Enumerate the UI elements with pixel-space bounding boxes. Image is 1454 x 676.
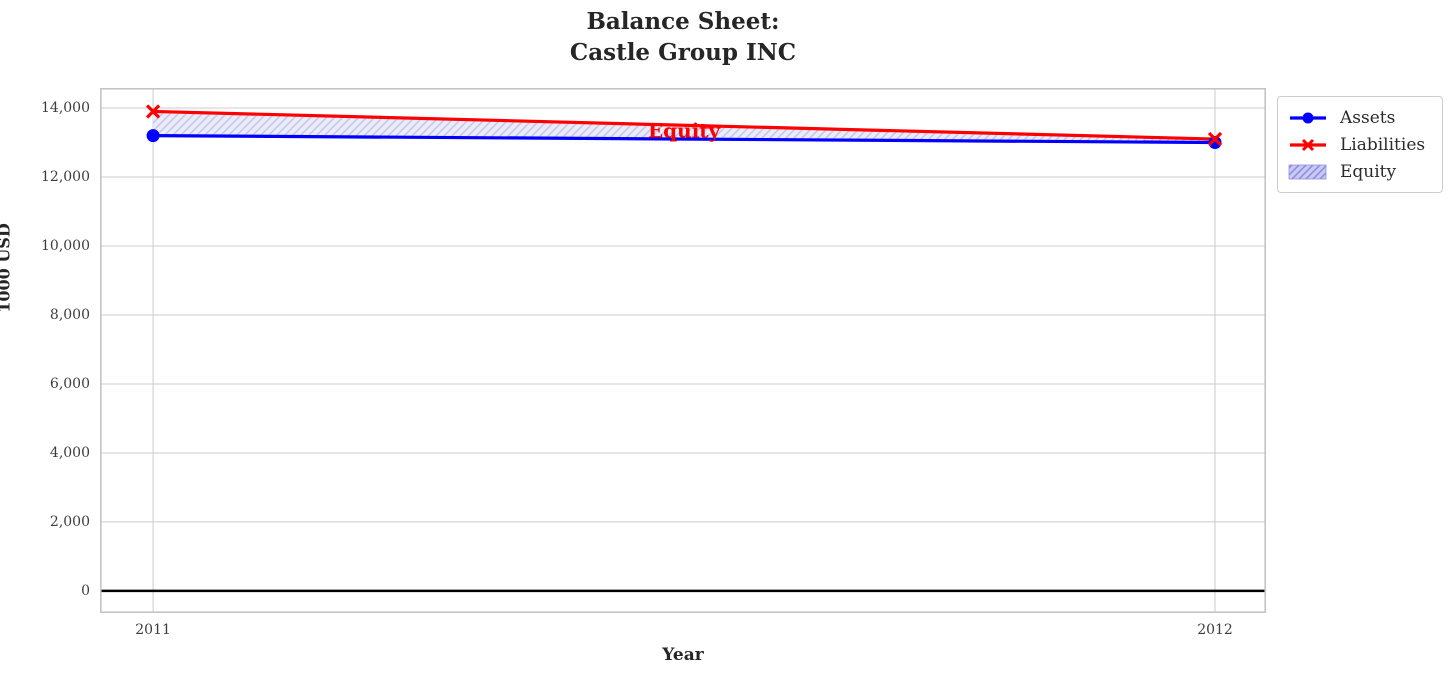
y-tick-label: 0 (81, 582, 90, 599)
legend-item-liabilities: Liabilities (1288, 131, 1432, 158)
y-tick-label: 10,000 (41, 237, 90, 254)
legend: Assets Liabilities Equity (1277, 96, 1443, 193)
liabilities-line (153, 109, 1216, 141)
x-tick-label: 2011 (135, 622, 171, 638)
liabilities-legend-glyph (1290, 138, 1326, 151)
liabilities-marker (1207, 131, 1223, 147)
y-tick-label: 2,000 (49, 513, 90, 530)
legend-label-liabilities: Liabilities (1340, 134, 1426, 155)
legend-label-equity: Equity (1340, 161, 1397, 182)
legend-item-assets: Assets (1288, 104, 1432, 131)
y-tick-label: 8,000 (49, 306, 90, 323)
legend-item-equity: Equity (1288, 158, 1432, 185)
equity-legend-glyph (1288, 164, 1327, 179)
y-tick-label: 12,000 (41, 168, 90, 185)
chart-canvas: Equity (100, 88, 1267, 614)
assets-line-sample (1288, 108, 1328, 128)
assets-marker (146, 129, 160, 143)
liabilities-line-sample (1288, 135, 1328, 155)
chart-title: Balance Sheet: Castle Group INC (100, 6, 1266, 68)
assets-marker (1208, 136, 1222, 150)
legend-label-assets: Assets (1340, 107, 1396, 128)
plot-frame (100, 88, 1267, 614)
y-tick-label: 14,000 (41, 100, 90, 116)
plot-area: Equity (100, 88, 1267, 614)
y-tick-label: 4,000 (49, 444, 90, 461)
equity-patch-sample (1288, 162, 1328, 182)
liabilities-marker (145, 104, 161, 119)
equity-annotation: Equity (648, 119, 722, 143)
y-tick-label: 6,000 (49, 375, 90, 392)
chart-title-line-1: Balance Sheet: (586, 8, 780, 35)
assets-line (153, 134, 1216, 145)
x-axis-label: Year (662, 645, 704, 665)
assets-legend-glyph (1290, 112, 1326, 123)
x-tick-label: 2012 (1197, 622, 1233, 638)
chart-title-line-2: Castle Group INC (569, 39, 797, 66)
